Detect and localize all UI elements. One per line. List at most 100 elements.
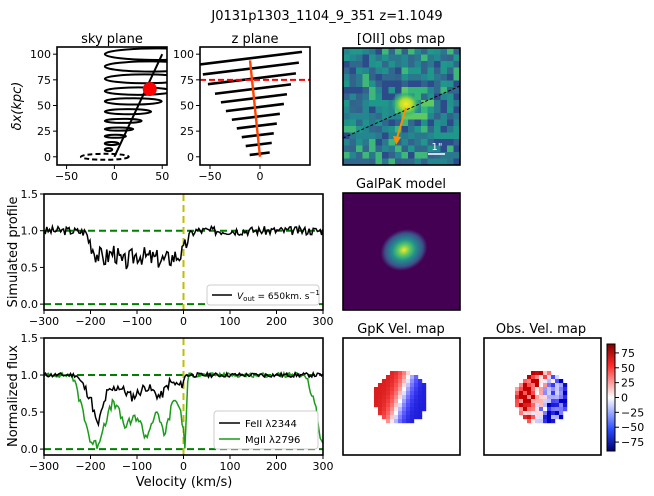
sky-cone-ring bbox=[103, 47, 167, 61]
velocity-pixel bbox=[394, 399, 399, 404]
velocity-pixel bbox=[394, 415, 399, 420]
oii-pixel bbox=[414, 132, 422, 140]
velocity-pixel bbox=[402, 387, 407, 392]
oii-pixel bbox=[349, 80, 357, 88]
oii-pixel bbox=[382, 158, 389, 166]
colorbar-tick-label: −25 bbox=[621, 406, 644, 419]
spectrum-xtick-label: 300 bbox=[313, 315, 334, 328]
oii-pixel bbox=[434, 113, 441, 120]
velocity-pixel bbox=[547, 371, 552, 376]
oii-pixel bbox=[375, 61, 383, 68]
velocity-pixel bbox=[410, 411, 415, 416]
velocity-pixel bbox=[374, 391, 379, 396]
velocity-pixel bbox=[386, 399, 391, 404]
galpak-panel: GalPaK model bbox=[342, 177, 461, 311]
oii-pixel bbox=[414, 67, 422, 75]
velocity-pixel bbox=[515, 387, 520, 392]
velocity-pixel bbox=[563, 403, 568, 408]
oii-pixel bbox=[408, 139, 415, 146]
oii-pixel bbox=[408, 87, 415, 94]
oii-pixel bbox=[453, 139, 461, 146]
velocity-pixel bbox=[535, 379, 540, 384]
velocity-pixel bbox=[535, 399, 540, 404]
oii-pixel bbox=[388, 74, 396, 81]
velocity-pixel bbox=[515, 395, 520, 400]
sky-galaxy-disk bbox=[79, 152, 130, 161]
velocity-pixel bbox=[543, 379, 548, 384]
velocity-pixel bbox=[547, 411, 552, 416]
obs-vel-title: Obs. Vel. map bbox=[496, 322, 586, 337]
spectrum-ytick-label: 1.0 bbox=[21, 225, 39, 238]
velocity-pixel bbox=[531, 395, 536, 400]
sky-plane-title: sky plane bbox=[81, 32, 143, 47]
oii-pixel bbox=[453, 106, 461, 114]
oii-pixel bbox=[375, 74, 383, 81]
oii-pixel bbox=[421, 145, 428, 153]
oii-pixel bbox=[408, 67, 415, 75]
oii-pixel bbox=[369, 152, 376, 159]
oii-pixel bbox=[369, 54, 376, 62]
oii-pixel bbox=[388, 93, 396, 101]
velocity-pixel bbox=[414, 411, 419, 416]
oii-pixel bbox=[369, 132, 376, 140]
oii-pixel bbox=[356, 158, 363, 166]
velocity-pixel bbox=[394, 403, 399, 408]
oii-pixel bbox=[388, 54, 396, 62]
velocity-pixel bbox=[382, 383, 387, 388]
oii-pixel bbox=[434, 145, 441, 153]
spectrum-ytick-label: 1.0 bbox=[21, 369, 39, 382]
velocity-pixel bbox=[531, 371, 536, 376]
oii-pixel bbox=[388, 139, 396, 146]
oii-pixel bbox=[395, 139, 402, 146]
oii-pixel bbox=[382, 67, 389, 75]
velocity-pixel bbox=[418, 395, 423, 400]
velocity-pixel bbox=[378, 399, 383, 404]
oii-pixel bbox=[434, 126, 441, 133]
oii-pixel bbox=[362, 132, 370, 140]
oii-pixel bbox=[414, 113, 422, 120]
oii-pixel bbox=[369, 100, 376, 107]
velocity-pixel bbox=[418, 399, 423, 404]
oii-pixel bbox=[421, 93, 428, 101]
oii-pixel bbox=[382, 113, 389, 120]
oii-pixel bbox=[421, 48, 428, 55]
velocity-pixel bbox=[386, 375, 391, 380]
velocity-pixel bbox=[418, 391, 423, 396]
oii-pixel bbox=[343, 126, 350, 133]
velocity-pixel bbox=[390, 395, 395, 400]
gpk-vel-frame bbox=[342, 337, 461, 456]
oii-pixel bbox=[401, 74, 409, 81]
velocity-pixel bbox=[547, 399, 552, 404]
oii-pixel bbox=[356, 93, 363, 101]
velocity-pixel bbox=[374, 387, 379, 392]
velocity-pixel bbox=[527, 395, 532, 400]
oii-pixel bbox=[421, 139, 428, 146]
oii-pixel bbox=[440, 48, 448, 55]
oii-pixel bbox=[401, 132, 409, 140]
velocity-pixel bbox=[394, 387, 399, 392]
velocity-pixel bbox=[414, 403, 419, 408]
oii-pixel bbox=[382, 106, 389, 114]
velocity-pixel bbox=[559, 403, 564, 408]
oii-pixel bbox=[388, 80, 396, 88]
velocity-pixel bbox=[398, 403, 403, 408]
oii-pixel bbox=[388, 87, 396, 94]
velocity-pixel bbox=[535, 375, 540, 380]
oii-pixel bbox=[427, 145, 435, 153]
velocity-pixel bbox=[543, 395, 548, 400]
oii-pixel bbox=[362, 74, 370, 81]
oii-pixel bbox=[362, 113, 370, 120]
oii-pixel bbox=[362, 139, 370, 146]
oii-pixel bbox=[414, 158, 422, 166]
velocity-pixel bbox=[555, 387, 560, 392]
velocity-pixel bbox=[414, 387, 419, 392]
oii-pixel bbox=[447, 100, 454, 107]
oii-pixel bbox=[408, 126, 415, 133]
velocity-pixel bbox=[410, 391, 415, 396]
velocity-pixel bbox=[539, 415, 544, 420]
oii-pixel bbox=[375, 80, 383, 88]
oii-pixel bbox=[408, 48, 415, 55]
oii-pixel bbox=[427, 67, 435, 75]
oii-pixel bbox=[369, 126, 376, 133]
oii-pixel bbox=[401, 48, 409, 55]
